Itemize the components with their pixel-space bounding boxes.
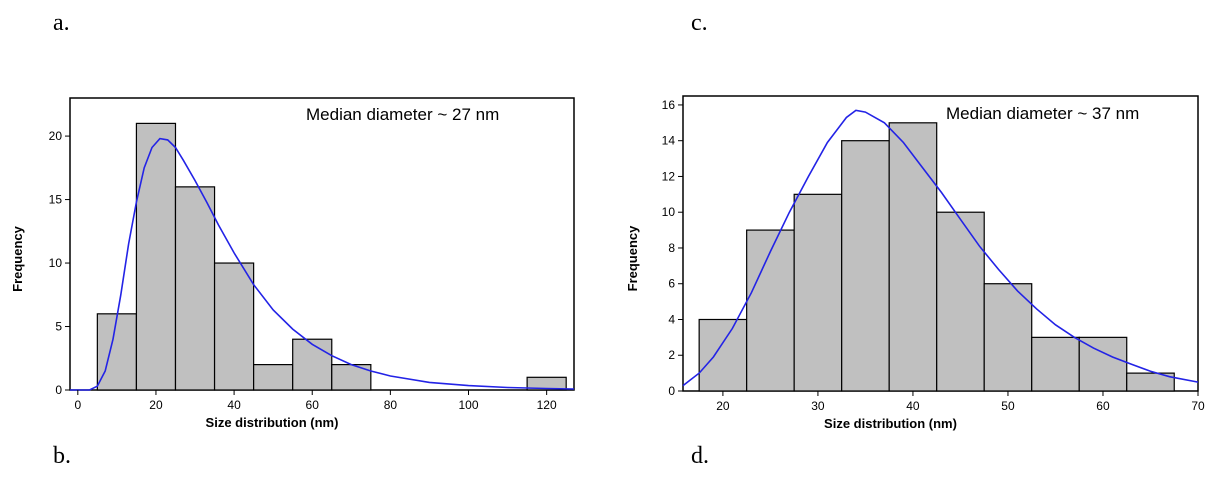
panel-letter-a: a. — [53, 10, 70, 36]
y-tick-label: 4 — [668, 312, 675, 326]
y-tick-label: 0 — [55, 383, 62, 397]
y-tick-label: 0 — [668, 384, 675, 398]
y-tick-label: 16 — [662, 98, 676, 112]
x-tick-label: 60 — [306, 398, 320, 412]
x-tick-label: 40 — [906, 399, 920, 413]
histogram-bar — [888, 122, 938, 392]
x-tick-label: 80 — [384, 398, 398, 412]
y-tick-label: 12 — [662, 169, 676, 183]
median-annotation: Median diameter ~ 27 nm — [306, 105, 499, 124]
y-tick-label: 15 — [49, 193, 63, 207]
x-tick-label: 0 — [74, 398, 81, 412]
histogram-bar — [746, 229, 795, 392]
histogram-bar — [292, 338, 333, 391]
histogram-bar — [841, 140, 890, 392]
median-annotation: Median diameter ~ 37 nm — [946, 104, 1139, 123]
histogram-bar — [793, 193, 843, 392]
y-tick-label: 10 — [49, 256, 63, 270]
histogram-chart-right: 20 30 40 50 60 70 0 2 4 6 8 10 12 14 16 Size distributi… — [625, 95, 1205, 431]
x-tick-label: 120 — [537, 398, 557, 412]
x-tick-label: 50 — [1001, 399, 1015, 413]
fit-curve — [70, 137, 575, 391]
histogram-bar — [698, 318, 748, 392]
histogram-bar — [983, 283, 1033, 392]
y-tick-label: 20 — [49, 129, 63, 143]
histogram-bar — [96, 313, 138, 391]
fit-curve — [682, 109, 1199, 387]
histogram-bar — [135, 122, 177, 391]
x-axis-title: Size distribution (nm) — [206, 415, 339, 430]
y-tick-label: 8 — [668, 241, 675, 255]
panel-letter-c: c. — [691, 10, 708, 36]
x-tick-label: 20 — [149, 398, 163, 412]
y-tick-label: 10 — [662, 205, 676, 219]
panel-letter-b: b. — [53, 443, 71, 469]
y-tick-label: 6 — [668, 277, 675, 291]
x-tick-label: 60 — [1096, 399, 1110, 413]
histogram-bar — [1126, 372, 1175, 392]
y-axis-title: Frequency — [625, 225, 640, 292]
histogram-bar — [174, 186, 216, 391]
histogram-bar — [1031, 336, 1080, 392]
histogram-bar — [1078, 336, 1128, 392]
x-tick-label: 40 — [227, 398, 241, 412]
histogram-bar — [936, 211, 985, 392]
y-tick-label: 2 — [668, 348, 675, 362]
histogram-bar — [213, 262, 255, 391]
y-axis-title: Frequency — [10, 225, 25, 292]
x-tick-label: 20 — [716, 399, 730, 413]
x-tick-label: 30 — [811, 399, 825, 413]
histogram-chart-left: 0 20 40 60 80 100 120 0 5 10 15 20 Size distribution… — [10, 97, 575, 430]
histogram-bar — [253, 364, 294, 391]
x-axis-title: Size distribution (nm) — [824, 416, 957, 431]
y-tick-label: 5 — [55, 320, 62, 334]
x-tick-label: 70 — [1191, 399, 1205, 413]
y-tick-label: 14 — [662, 134, 676, 148]
panel-letter-d: d. — [691, 443, 709, 469]
x-tick-label: 100 — [458, 398, 478, 412]
